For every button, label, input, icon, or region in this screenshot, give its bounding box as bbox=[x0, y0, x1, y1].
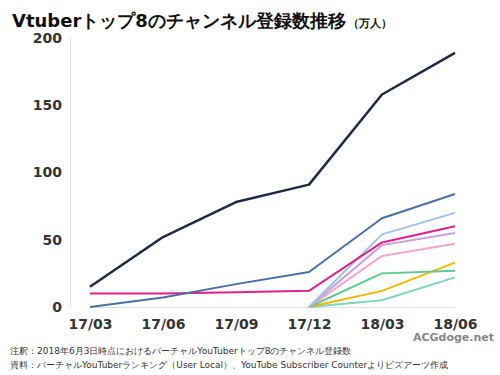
series-line bbox=[90, 226, 455, 293]
title-text: Vtuberトップ8のチャンネル登録数推移 bbox=[12, 10, 346, 31]
x-tick: 18/06 bbox=[433, 307, 477, 332]
series-line bbox=[309, 213, 455, 307]
plot-area bbox=[90, 53, 455, 307]
watermark: ACGdoge.net bbox=[413, 331, 494, 344]
x-tick: 17/12 bbox=[287, 307, 331, 332]
x-tick-label: 17/09 bbox=[214, 316, 258, 332]
y-tick-label: 50 bbox=[43, 232, 63, 248]
subtitle: （万人） bbox=[348, 17, 392, 30]
y-tick: 200 bbox=[33, 30, 70, 46]
y-tick: 0 bbox=[52, 299, 70, 315]
chart-svg: Vtuberトップ8のチャンネル登録数推移（万人） 0 50 100 150 200 17/… bbox=[0, 0, 500, 375]
x-axis-line bbox=[91, 307, 456, 308]
y-tick-label: 150 bbox=[33, 97, 62, 113]
x-tick: 18/03 bbox=[360, 307, 404, 332]
x-axis: 17/03 17/06 17/09 17/12 18/03 18/06 bbox=[68, 307, 477, 332]
y-tick: 100 bbox=[33, 164, 70, 180]
y-axis: 0 50 100 150 200 bbox=[33, 30, 71, 315]
chart-container: Vtuberトップ8のチャンネル登録数推移（万人） 0 50 100 150 200 17/… bbox=[0, 0, 500, 375]
y-axis-line bbox=[70, 39, 71, 308]
x-tick: 17/09 bbox=[214, 307, 258, 332]
y-tick-label: 0 bbox=[52, 299, 62, 315]
y-tick-label: 100 bbox=[33, 164, 62, 180]
title: Vtuberトップ8のチャンネル登録数推移（万人） bbox=[12, 10, 392, 31]
note: 注釈：2018年6月3日時点におけるバーチャルYouTuberトップ8のチャンネ… bbox=[10, 346, 351, 356]
x-tick-label: 17/06 bbox=[141, 316, 185, 332]
series-line bbox=[309, 233, 455, 307]
x-tick-label: 18/06 bbox=[433, 316, 477, 332]
series-line bbox=[90, 53, 455, 287]
x-tick: 17/06 bbox=[141, 307, 185, 332]
x-tick-label: 18/03 bbox=[360, 316, 404, 332]
x-tick-label: 17/03 bbox=[68, 316, 112, 332]
note: 資料：バーチャルYouTuberランキング（User Local）、YouTub… bbox=[10, 360, 448, 370]
x-tick-label: 17/12 bbox=[287, 316, 331, 332]
x-tick: 17/03 bbox=[68, 307, 112, 332]
y-tick: 50 bbox=[43, 232, 70, 248]
y-tick: 150 bbox=[33, 97, 70, 113]
y-tick-label: 200 bbox=[33, 30, 62, 46]
